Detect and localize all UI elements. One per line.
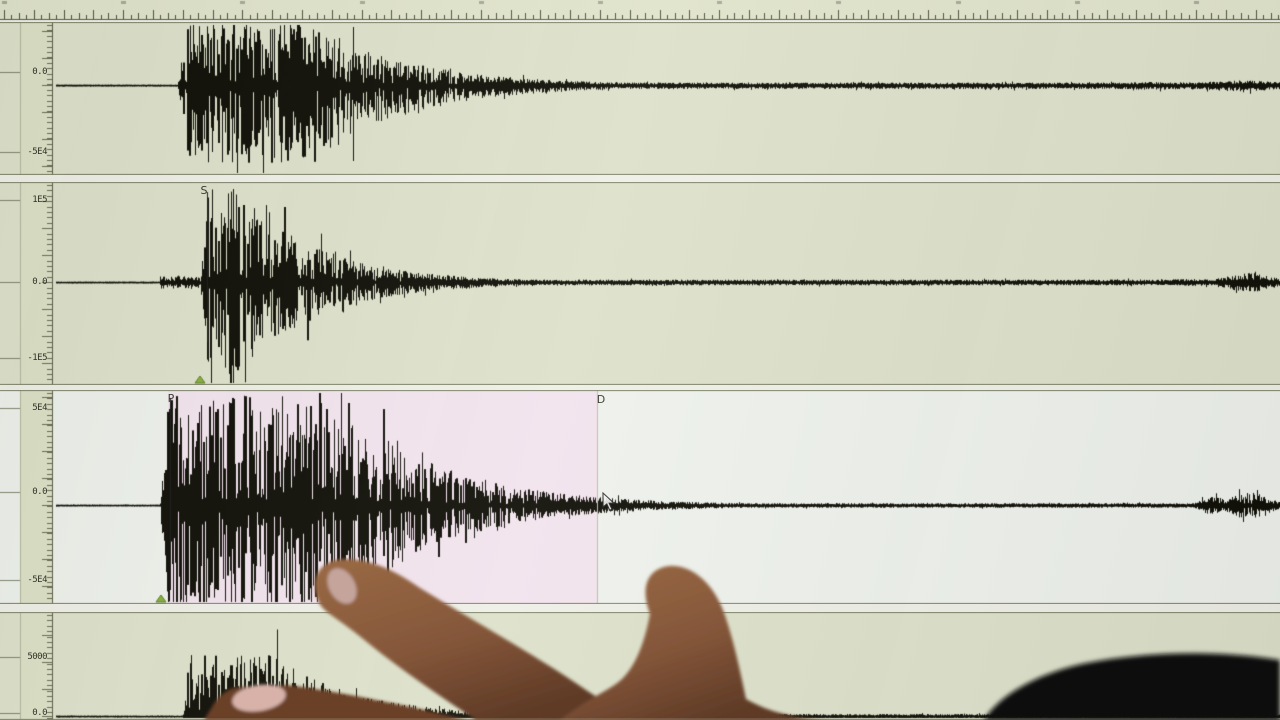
amplitude-axis-label: 5E4 (32, 403, 47, 413)
amplitude-axis-label: -5E4 (27, 147, 47, 157)
time-ruler (0, 0, 1280, 21)
amplitude-axis-label: 1E5 (32, 195, 47, 205)
waveform-panel-2[interactable]: 1E5 0.0 -1E5 S (0, 182, 1280, 385)
amplitude-axis-label: 5000 (27, 652, 47, 662)
waveform-panel-3[interactable]: 5E4 0.0 -5E4 P D (0, 390, 1280, 604)
waveform-canvas-3 (0, 390, 1280, 604)
amplitude-axis-label: 0.0 (32, 277, 47, 287)
amplitude-axis-label: 0.0 (32, 67, 47, 77)
waveform-canvas-1 (0, 22, 1280, 175)
amplitude-axis-label: 0.0 (32, 487, 47, 497)
waveform-canvas-2 (0, 182, 1280, 385)
amplitude-axis-label: -1E5 (27, 353, 47, 363)
amplitude-axis-label: 0.0 (32, 708, 47, 718)
waveform-panel-1[interactable]: 0.0 -5E4 (0, 22, 1280, 175)
phase-pick-label[interactable]: P (167, 392, 175, 405)
mouse-cursor-icon (602, 492, 616, 511)
waveform-panel-4[interactable]: 5000 0.0 (0, 612, 1280, 720)
waveform-canvas-4 (0, 612, 1280, 720)
phase-pick-label[interactable]: S (200, 184, 208, 197)
phase-pick-label[interactable]: D (596, 393, 606, 406)
amplitude-axis-label: -5E4 (27, 575, 47, 585)
